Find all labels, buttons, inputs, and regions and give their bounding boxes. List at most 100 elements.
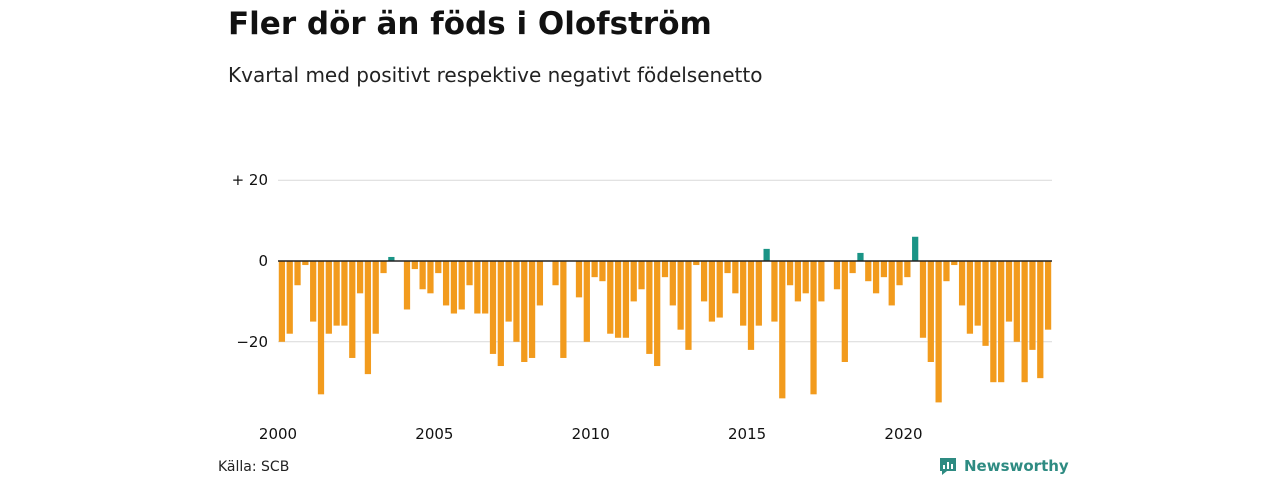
bar bbox=[786, 261, 794, 286]
bar bbox=[630, 261, 637, 302]
bar bbox=[403, 261, 411, 310]
source-label: Källa: SCB bbox=[218, 459, 290, 475]
bar bbox=[896, 261, 903, 286]
bar bbox=[998, 261, 1005, 383]
bar bbox=[802, 261, 809, 294]
bar bbox=[661, 261, 669, 278]
bar bbox=[349, 261, 356, 358]
bar bbox=[841, 261, 848, 362]
bar bbox=[607, 261, 614, 334]
bar bbox=[435, 261, 442, 274]
bar bbox=[427, 261, 434, 294]
bar bbox=[982, 261, 989, 346]
bar bbox=[1005, 261, 1013, 322]
bar bbox=[1044, 261, 1052, 330]
bar bbox=[364, 261, 372, 375]
bar bbox=[818, 261, 825, 302]
bar bbox=[380, 261, 387, 274]
bar bbox=[411, 261, 418, 270]
bar bbox=[708, 261, 716, 322]
bar bbox=[646, 261, 653, 354]
bar-layer bbox=[278, 236, 1052, 403]
bar bbox=[622, 261, 630, 338]
bar bbox=[560, 261, 567, 358]
bar bbox=[505, 261, 512, 322]
grid-layer: + 20 0 −20 bbox=[232, 171, 1052, 351]
bar bbox=[677, 261, 684, 330]
bar bbox=[489, 261, 497, 354]
y-tick-label: + 20 bbox=[232, 171, 268, 189]
x-tick-label: 2010 bbox=[572, 425, 610, 443]
bar bbox=[294, 261, 301, 286]
bar bbox=[669, 261, 676, 306]
bar bbox=[372, 261, 379, 334]
bar bbox=[716, 261, 723, 318]
bar bbox=[1013, 261, 1020, 342]
bar bbox=[919, 261, 927, 338]
bar bbox=[302, 261, 309, 266]
bar bbox=[654, 261, 661, 367]
bar bbox=[912, 236, 919, 261]
bar bbox=[872, 261, 880, 294]
bar bbox=[497, 261, 504, 367]
x-tick-label: 2015 bbox=[728, 425, 766, 443]
bar bbox=[552, 261, 559, 286]
y-tick-label: 0 bbox=[258, 252, 268, 270]
bar bbox=[958, 261, 966, 306]
bar bbox=[388, 256, 395, 261]
bar bbox=[888, 261, 895, 306]
brand-name: Newsworthy bbox=[964, 457, 1069, 475]
x-tick-label: 2005 bbox=[415, 425, 453, 443]
bar bbox=[1021, 261, 1028, 383]
bar bbox=[974, 261, 981, 326]
bar bbox=[779, 261, 786, 399]
bar bbox=[732, 261, 739, 294]
bar bbox=[583, 261, 590, 342]
bar bbox=[794, 261, 802, 302]
x-tick-label: 2020 bbox=[884, 425, 922, 443]
bar bbox=[536, 261, 544, 306]
chart-subtitle: Kvartal med positivt respektive negativt… bbox=[228, 63, 763, 87]
bar bbox=[474, 261, 481, 314]
bar bbox=[724, 261, 731, 274]
brand-logo: Newsworthy bbox=[938, 456, 1069, 476]
bar bbox=[356, 261, 364, 294]
bar bbox=[450, 261, 458, 314]
bar bbox=[614, 261, 622, 338]
axis-layer: 2000 2005 2010 2015 2020 bbox=[259, 260, 1052, 443]
y-tick-label: −20 bbox=[236, 333, 268, 351]
bar bbox=[1029, 261, 1036, 350]
bar bbox=[693, 261, 700, 266]
bar bbox=[575, 261, 583, 298]
bar bbox=[278, 261, 286, 342]
bar bbox=[638, 261, 645, 290]
x-tick-label: 2000 bbox=[259, 425, 297, 443]
bar bbox=[771, 261, 778, 322]
bar bbox=[310, 261, 317, 322]
bar bbox=[528, 261, 536, 358]
bar bbox=[286, 261, 293, 334]
bar bbox=[442, 261, 450, 306]
bar bbox=[935, 261, 942, 403]
bar bbox=[317, 261, 325, 395]
bar bbox=[880, 261, 888, 278]
newsworthy-icon bbox=[940, 458, 956, 475]
chart-title: Fler dör än föds i Olofström bbox=[228, 6, 712, 42]
bar bbox=[927, 261, 934, 362]
bar bbox=[865, 261, 872, 282]
bar bbox=[325, 261, 332, 334]
bar bbox=[591, 261, 598, 278]
bar bbox=[755, 261, 762, 326]
bar bbox=[466, 261, 473, 286]
bar bbox=[943, 261, 950, 282]
bar bbox=[685, 261, 692, 350]
bar bbox=[904, 261, 911, 278]
bar bbox=[700, 261, 708, 302]
bar bbox=[740, 261, 747, 326]
bar bbox=[857, 252, 864, 261]
bar bbox=[599, 261, 606, 282]
bar bbox=[990, 261, 997, 383]
bar bbox=[951, 261, 958, 266]
bar bbox=[333, 261, 340, 326]
